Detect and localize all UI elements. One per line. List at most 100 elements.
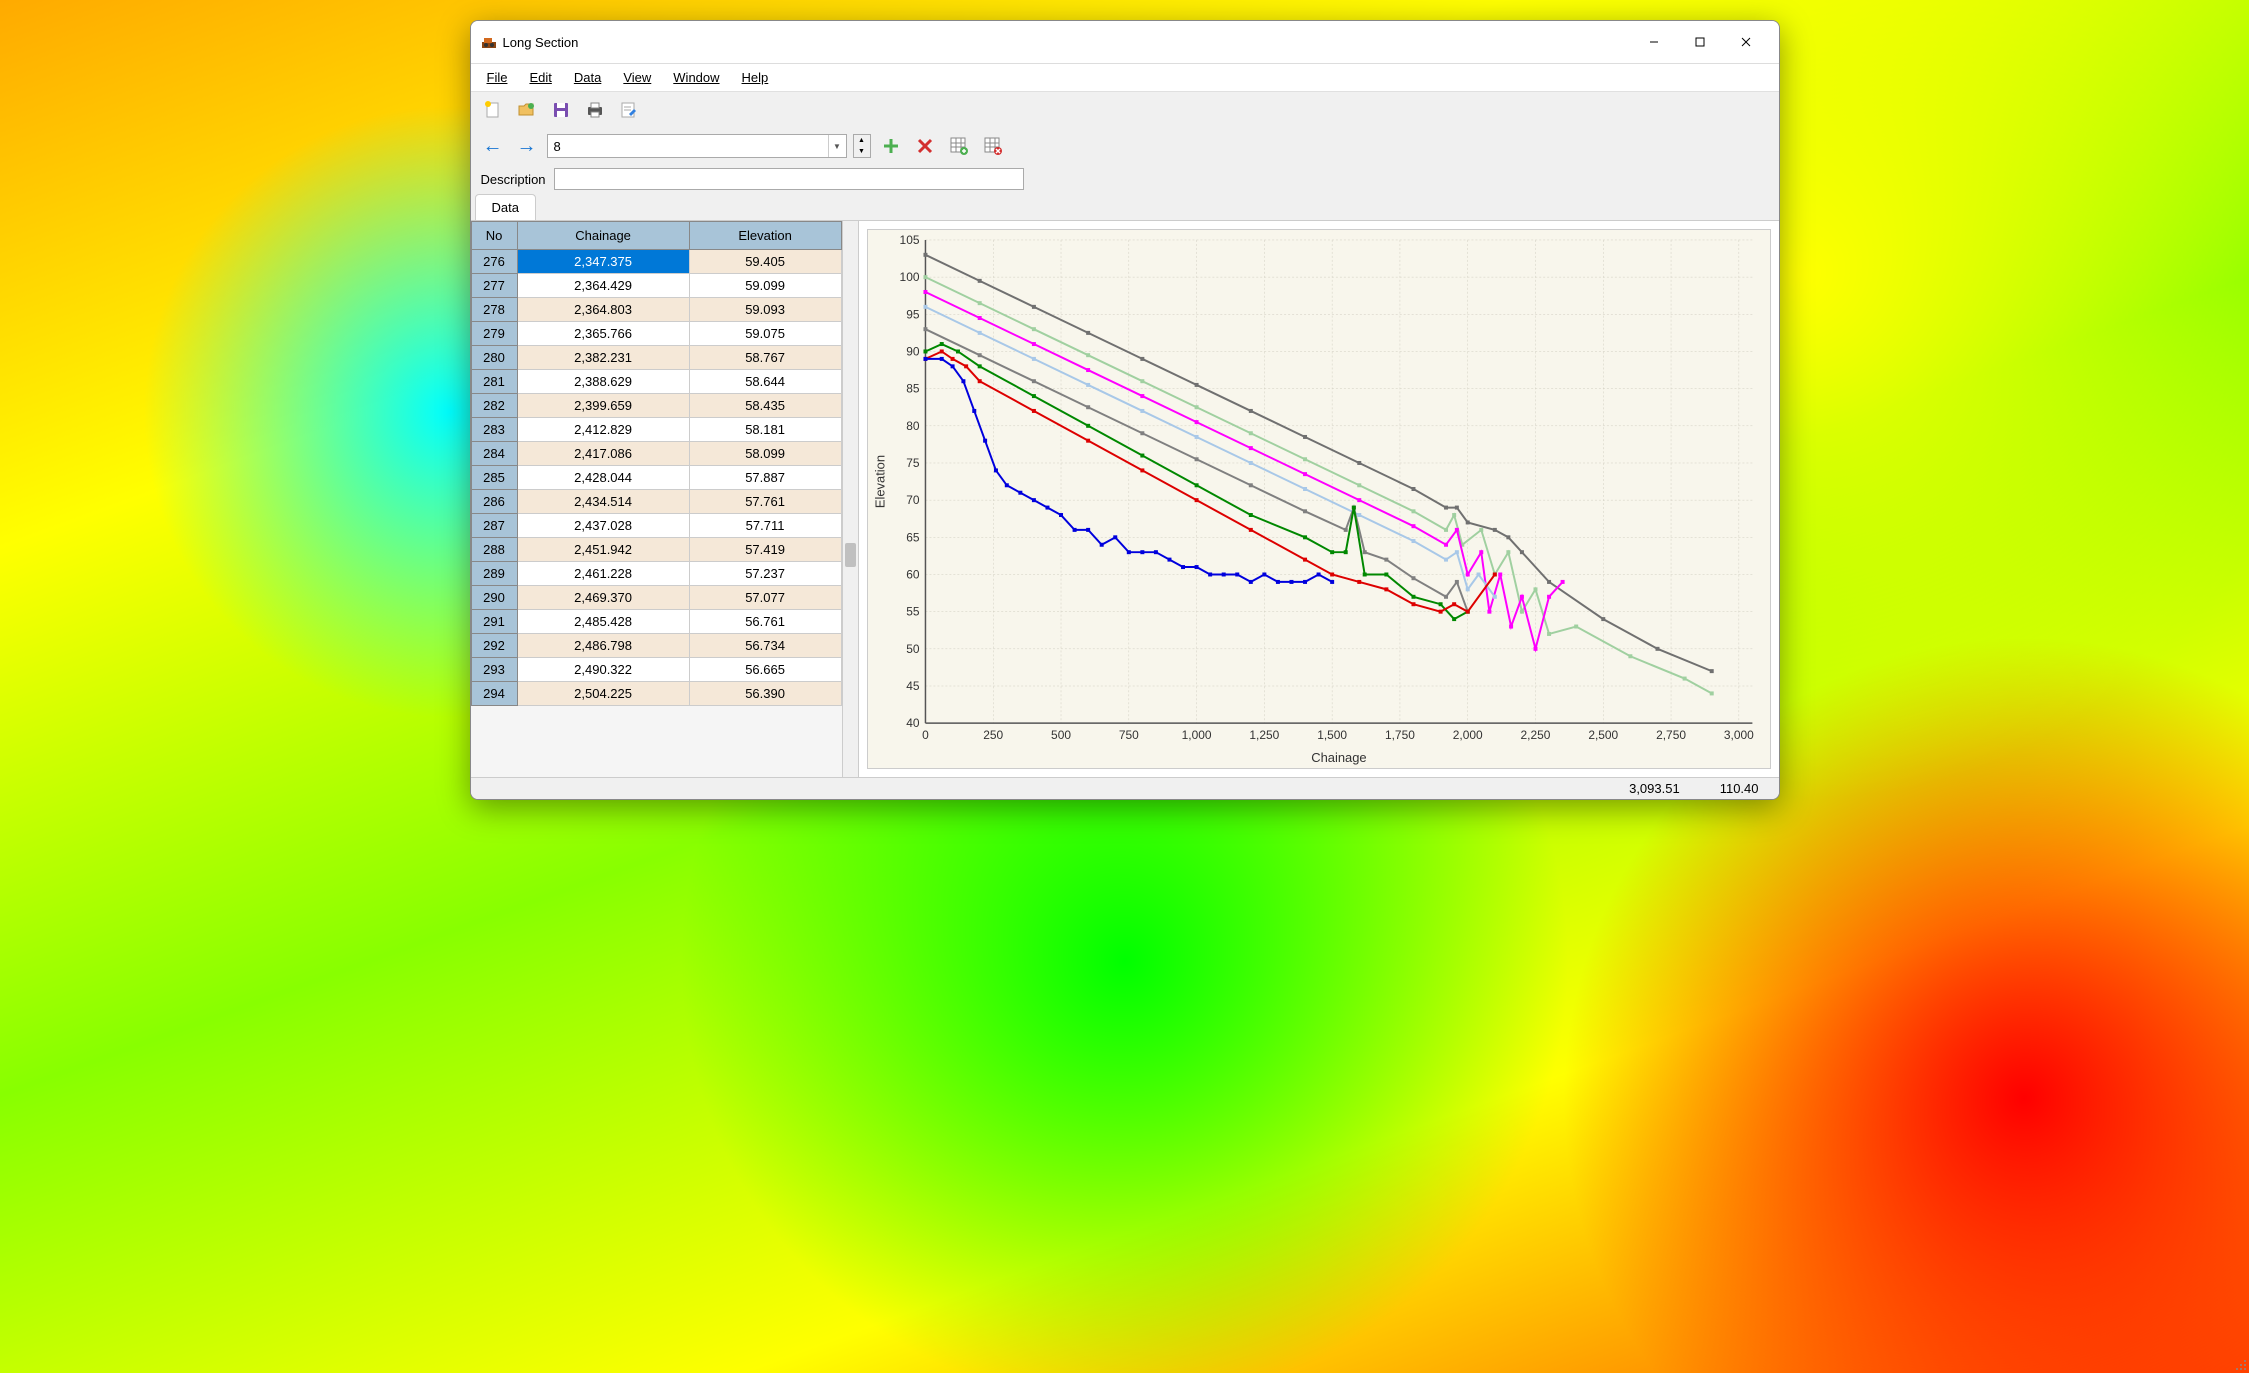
save-button[interactable]	[547, 96, 575, 124]
table-row[interactable]: 281 2,388.629 58.644	[471, 370, 841, 394]
cell-chainage[interactable]: 2,382.231	[517, 346, 689, 370]
cell-elevation[interactable]: 57.761	[689, 490, 841, 514]
cell-chainage[interactable]: 2,486.798	[517, 634, 689, 658]
cell-no[interactable]: 283	[471, 418, 517, 442]
cell-elevation[interactable]: 56.734	[689, 634, 841, 658]
table-row[interactable]: 276 2,347.375 59.405	[471, 250, 841, 274]
cell-no[interactable]: 289	[471, 562, 517, 586]
spinner-down-button[interactable]: ▼	[854, 146, 870, 157]
cell-chainage[interactable]: 2,347.375	[517, 250, 689, 274]
table-row[interactable]: 277 2,364.429 59.099	[471, 274, 841, 298]
cell-chainage[interactable]: 2,428.044	[517, 466, 689, 490]
description-input[interactable]	[554, 168, 1024, 190]
cell-no[interactable]: 293	[471, 658, 517, 682]
menu-edit[interactable]: Edit	[519, 66, 561, 89]
chevron-down-icon[interactable]: ▼	[828, 135, 846, 157]
tab-data[interactable]: Data	[475, 194, 536, 220]
cell-chainage[interactable]: 2,434.514	[517, 490, 689, 514]
table-row[interactable]: 282 2,399.659 58.435	[471, 394, 841, 418]
cell-chainage[interactable]: 2,364.803	[517, 298, 689, 322]
cell-no[interactable]: 292	[471, 634, 517, 658]
cell-no[interactable]: 279	[471, 322, 517, 346]
menu-file[interactable]: File	[477, 66, 518, 89]
cell-elevation[interactable]: 59.075	[689, 322, 841, 346]
delete-button[interactable]	[911, 132, 939, 160]
col-chainage[interactable]: Chainage	[517, 222, 689, 250]
cell-elevation[interactable]: 56.761	[689, 610, 841, 634]
table-row[interactable]: 288 2,451.942 57.419	[471, 538, 841, 562]
cell-elevation[interactable]: 58.435	[689, 394, 841, 418]
cell-chainage[interactable]: 2,437.028	[517, 514, 689, 538]
cell-chainage[interactable]: 2,364.429	[517, 274, 689, 298]
table-row[interactable]: 286 2,434.514 57.761	[471, 490, 841, 514]
cell-elevation[interactable]: 58.099	[689, 442, 841, 466]
table-row[interactable]: 279 2,365.766 59.075	[471, 322, 841, 346]
table-row[interactable]: 283 2,412.829 58.181	[471, 418, 841, 442]
cell-no[interactable]: 285	[471, 466, 517, 490]
menu-data[interactable]: Data	[564, 66, 611, 89]
cell-elevation[interactable]: 59.099	[689, 274, 841, 298]
table-row[interactable]: 292 2,486.798 56.734	[471, 634, 841, 658]
cell-chainage[interactable]: 2,412.829	[517, 418, 689, 442]
table-delete-button[interactable]	[979, 132, 1007, 160]
cell-chainage[interactable]: 2,365.766	[517, 322, 689, 346]
cell-no[interactable]: 280	[471, 346, 517, 370]
table-scrollbar[interactable]	[842, 221, 858, 777]
cell-no[interactable]: 281	[471, 370, 517, 394]
chart-surface[interactable]: 02505007501,0001,2501,5001,7502,0002,250…	[867, 229, 1771, 769]
cell-elevation[interactable]: 58.644	[689, 370, 841, 394]
cell-no[interactable]: 284	[471, 442, 517, 466]
table-row[interactable]: 289 2,461.228 57.237	[471, 562, 841, 586]
section-combo-input[interactable]	[548, 135, 828, 157]
cell-no[interactable]: 294	[471, 682, 517, 706]
table-row[interactable]: 284 2,417.086 58.099	[471, 442, 841, 466]
open-button[interactable]	[513, 96, 541, 124]
cell-elevation[interactable]: 59.405	[689, 250, 841, 274]
menu-help[interactable]: Help	[732, 66, 779, 89]
table-row[interactable]: 294 2,504.225 56.390	[471, 682, 841, 706]
cell-no[interactable]: 276	[471, 250, 517, 274]
cell-chainage[interactable]: 2,451.942	[517, 538, 689, 562]
col-elevation[interactable]: Elevation	[689, 222, 841, 250]
table-add-button[interactable]	[945, 132, 973, 160]
table-row[interactable]: 291 2,485.428 56.761	[471, 610, 841, 634]
cell-no[interactable]: 287	[471, 514, 517, 538]
cell-elevation[interactable]: 57.887	[689, 466, 841, 490]
table-row[interactable]: 280 2,382.231 58.767	[471, 346, 841, 370]
spinner-up-button[interactable]: ▲	[854, 135, 870, 146]
cell-no[interactable]: 282	[471, 394, 517, 418]
scroll-thumb[interactable]	[845, 543, 856, 567]
menu-window[interactable]: Window	[663, 66, 729, 89]
minimize-button[interactable]	[1631, 27, 1677, 57]
nav-back-button[interactable]: ←	[479, 132, 507, 160]
table-row[interactable]: 293 2,490.322 56.665	[471, 658, 841, 682]
col-no[interactable]: No	[471, 222, 517, 250]
cell-no[interactable]: 291	[471, 610, 517, 634]
add-button[interactable]	[877, 132, 905, 160]
section-combo[interactable]: ▼	[547, 134, 847, 158]
cell-chainage[interactable]: 2,485.428	[517, 610, 689, 634]
cell-no[interactable]: 286	[471, 490, 517, 514]
cell-elevation[interactable]: 57.237	[689, 562, 841, 586]
cell-chainage[interactable]: 2,388.629	[517, 370, 689, 394]
cell-chainage[interactable]: 2,399.659	[517, 394, 689, 418]
table-row[interactable]: 285 2,428.044 57.887	[471, 466, 841, 490]
cell-elevation[interactable]: 57.419	[689, 538, 841, 562]
cell-no[interactable]: 288	[471, 538, 517, 562]
cell-elevation[interactable]: 57.711	[689, 514, 841, 538]
cell-chainage[interactable]: 2,469.370	[517, 586, 689, 610]
cell-chainage[interactable]: 2,504.225	[517, 682, 689, 706]
cell-chainage[interactable]: 2,490.322	[517, 658, 689, 682]
section-spinner[interactable]: ▲ ▼	[853, 134, 871, 158]
cell-elevation[interactable]: 58.181	[689, 418, 841, 442]
cell-elevation[interactable]: 59.093	[689, 298, 841, 322]
table-row[interactable]: 290 2,469.370 57.077	[471, 586, 841, 610]
maximize-button[interactable]	[1677, 27, 1723, 57]
table-row[interactable]: 278 2,364.803 59.093	[471, 298, 841, 322]
table-row[interactable]: 287 2,437.028 57.711	[471, 514, 841, 538]
cell-no[interactable]: 277	[471, 274, 517, 298]
close-button[interactable]	[1723, 27, 1769, 57]
data-table[interactable]: No Chainage Elevation 276 2,347.375 59.4…	[471, 221, 842, 706]
cell-elevation[interactable]: 56.665	[689, 658, 841, 682]
cell-elevation[interactable]: 56.390	[689, 682, 841, 706]
